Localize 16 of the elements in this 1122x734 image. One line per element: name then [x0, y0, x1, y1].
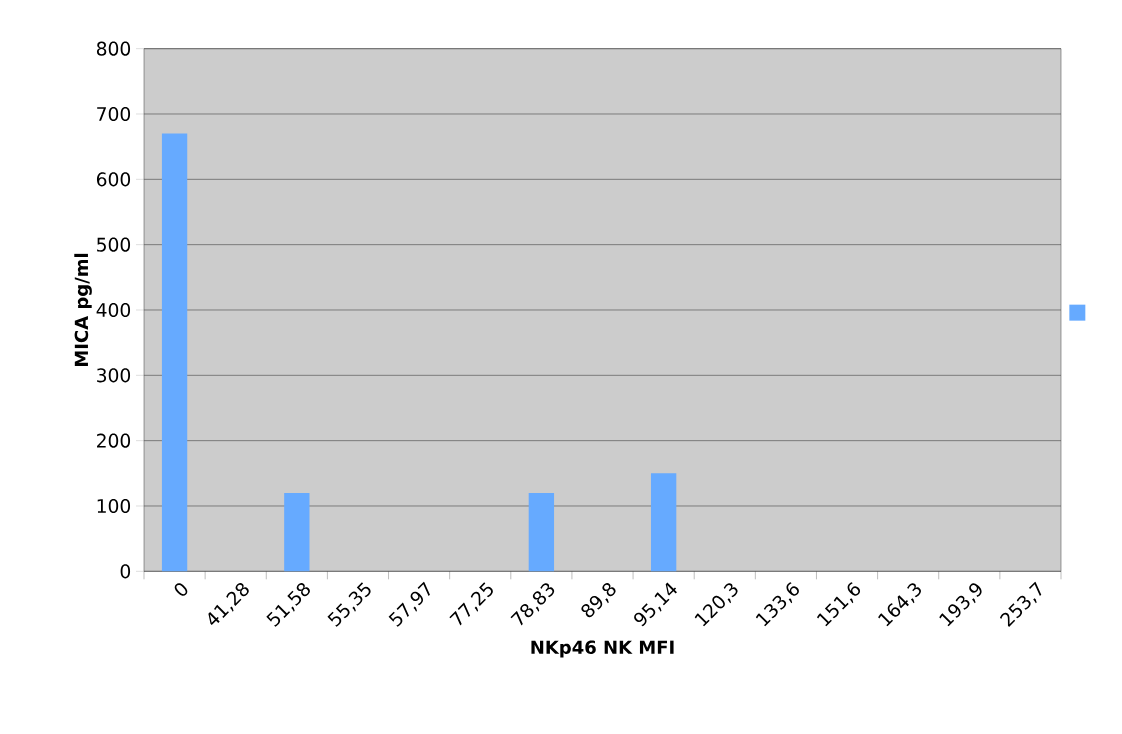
y-tick-label: 100: [97, 498, 131, 514]
y-tick-label: 700: [97, 106, 131, 122]
y-tick-label: 300: [97, 368, 131, 383]
y-tick-label: 400: [96, 302, 131, 318]
x-tick-label: 0: [174, 583, 188, 596]
y-tick-label: 500: [97, 237, 131, 252]
bar: [161, 133, 188, 572]
bar: [284, 492, 310, 572]
y-tick-label: 200: [97, 433, 131, 448]
x-axis-title: NKp46 NK MFI: [531, 640, 674, 658]
bar: [650, 473, 677, 572]
y-tick-label: 600: [96, 172, 131, 187]
y-tick-label: 800: [96, 41, 131, 56]
y-tick-label: 0: [120, 564, 131, 579]
bar: [528, 492, 555, 572]
y-axis-title: MICA pg/ml: [74, 253, 92, 366]
